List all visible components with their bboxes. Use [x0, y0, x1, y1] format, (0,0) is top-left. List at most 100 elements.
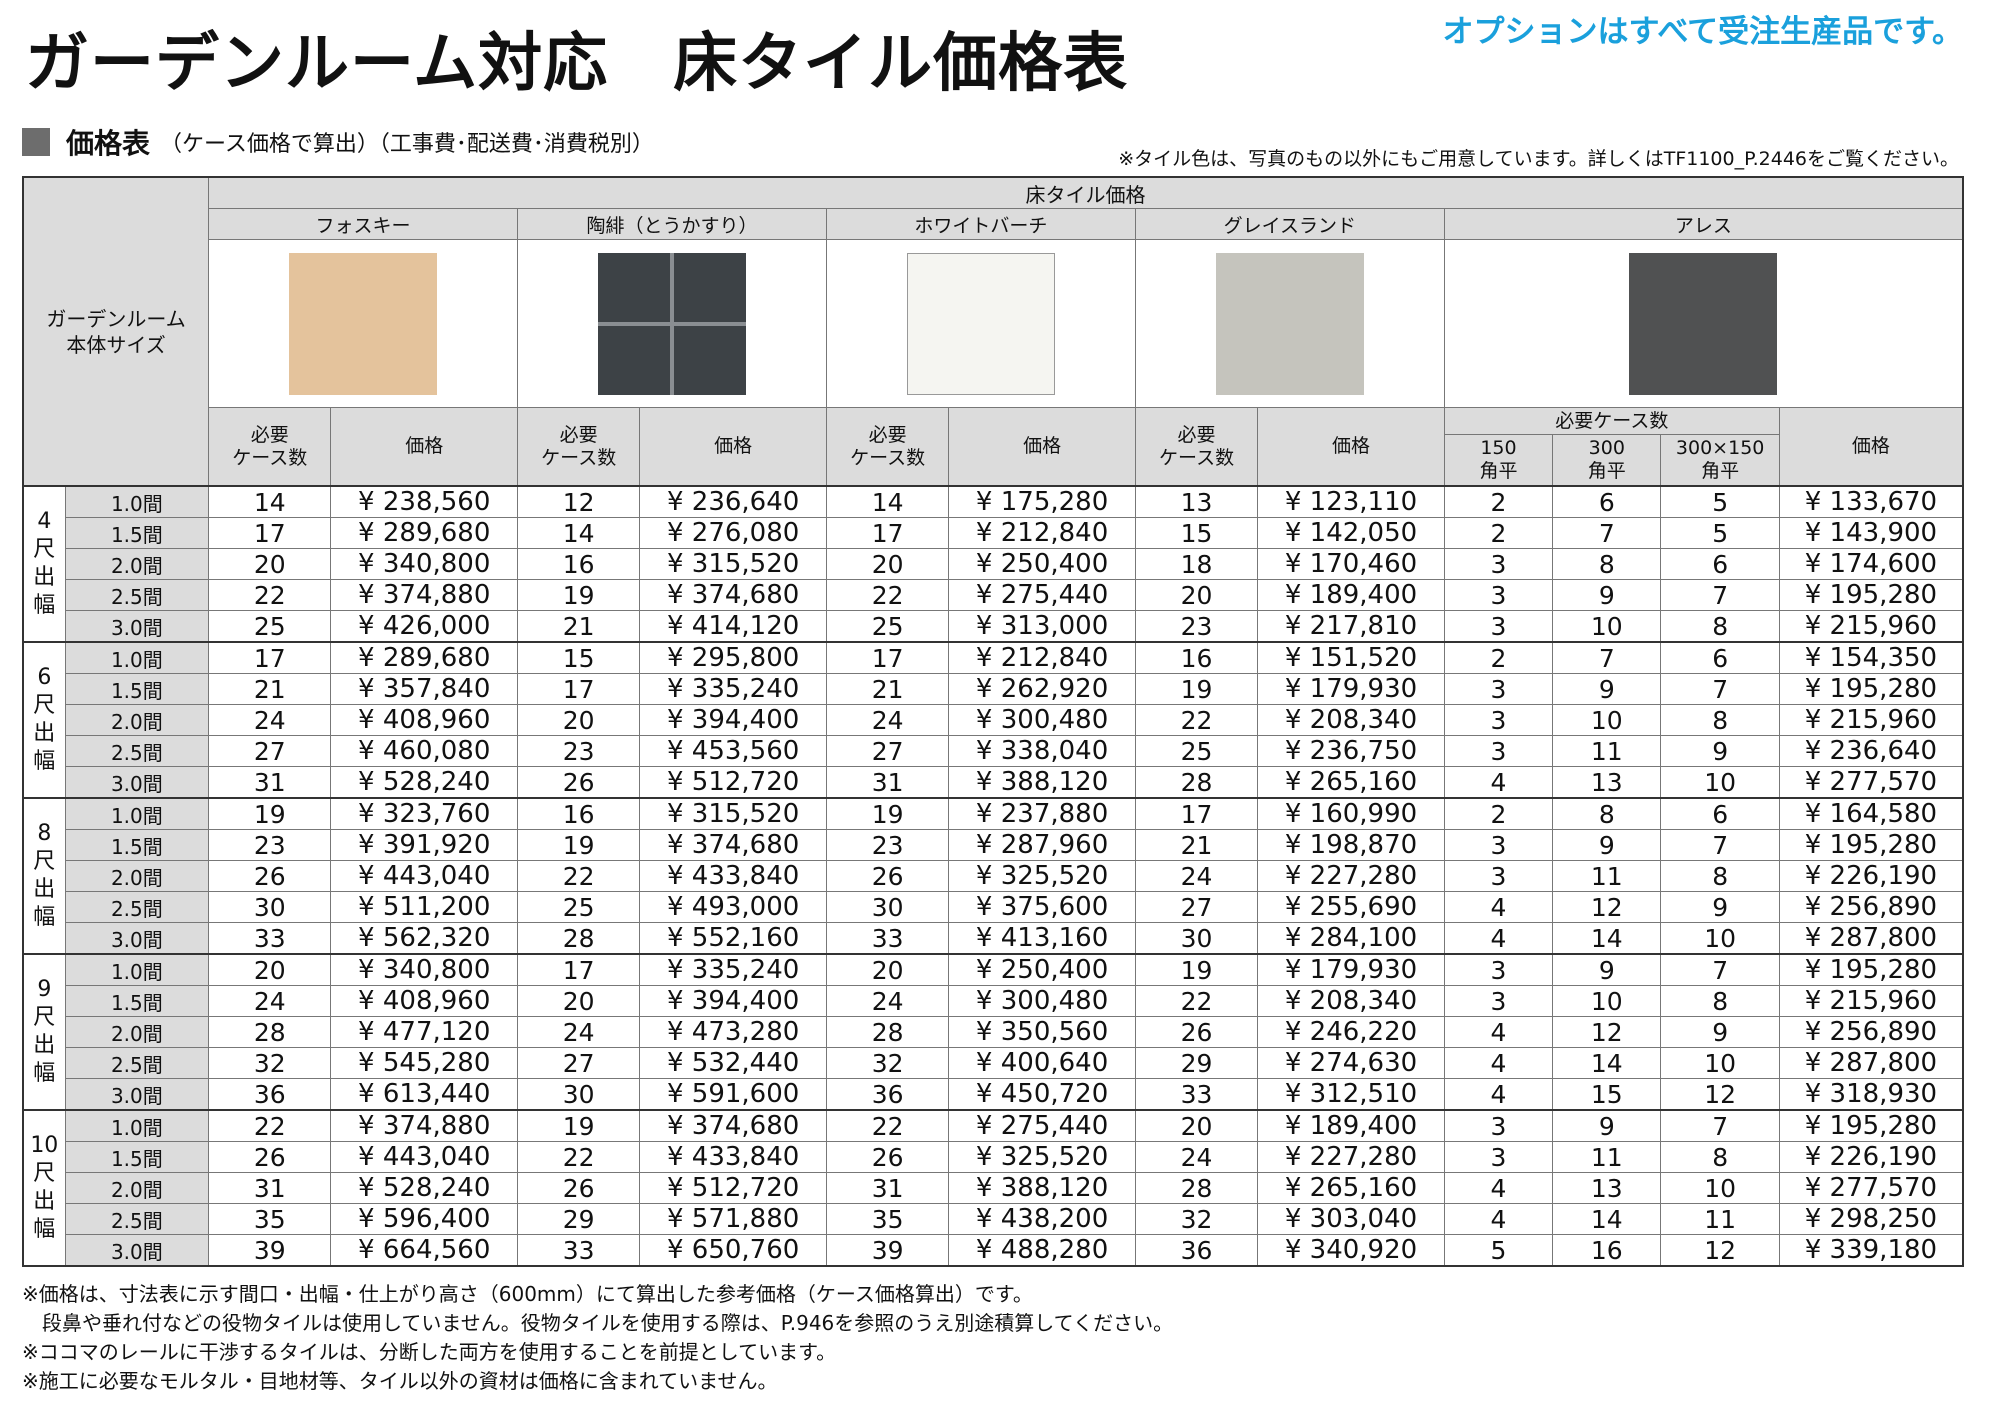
price-cell: ¥ 208,340	[1257, 704, 1445, 736]
price-cell: ¥ 195,280	[1778, 829, 1964, 861]
price-cell: ¥ 350,560	[948, 1016, 1136, 1048]
cases-cell: 8	[1660, 860, 1780, 892]
depth-group-label: 8 尺 出 幅	[22, 797, 66, 955]
cases-cell: 19	[516, 829, 641, 861]
cases-header: 必要 ケース数	[516, 407, 641, 487]
price-header: 価格	[1778, 407, 1964, 487]
table-row: 6 尺 出 幅 1.0間 17 ¥ 289,680 15 ¥ 295,800 17 ¥ 212…	[22, 641, 1964, 799]
cases-cell: 9	[1552, 1109, 1662, 1142]
cases-cell: 10	[1660, 922, 1780, 955]
width-size-cell: 1.5間	[64, 1141, 210, 1173]
width-size-cell: 1.0間	[64, 1109, 210, 1142]
cases-cell: 10	[1660, 1047, 1780, 1079]
cases-cell: 17	[1134, 797, 1259, 830]
cases-cell: 22	[1134, 985, 1259, 1017]
price-cell: ¥ 426,000	[330, 610, 518, 643]
price-cell: ¥ 408,960	[330, 985, 518, 1017]
cases-cell: 6	[1660, 797, 1780, 830]
price-cell: ¥ 433,840	[639, 1141, 827, 1173]
cases-cell: 3	[1443, 610, 1554, 643]
cases-cell: 24	[825, 985, 950, 1017]
price-cell: ¥ 265,160	[1257, 766, 1445, 799]
cases-cell: 35	[825, 1203, 950, 1235]
price-cell: ¥ 195,280	[1778, 953, 1964, 986]
price-cell: ¥ 179,930	[1257, 953, 1445, 986]
cases-cell: 19	[516, 1109, 641, 1142]
cases-cell: 33	[1134, 1078, 1259, 1111]
cases-cell: 5	[1443, 1234, 1554, 1267]
cases-cell: 31	[208, 1172, 332, 1204]
floor-tile-price-header: 床タイル価格	[208, 176, 1964, 209]
price-cell: ¥ 246,220	[1257, 1016, 1445, 1048]
cases-cell: 7	[1660, 1109, 1780, 1142]
price-cell: ¥ 408,960	[330, 704, 518, 736]
price-cell: ¥ 650,760	[639, 1234, 827, 1267]
cases-cell: 21	[516, 610, 641, 643]
cases-cell: 8	[1552, 797, 1662, 830]
price-cell: ¥ 151,520	[1257, 641, 1445, 674]
table-row: 2.5間 35 ¥ 596,400 29 ¥ 571,880 35 ¥ 438,200 32 ¥…	[23, 1203, 1964, 1235]
width-size-cell: 3.0間	[64, 1078, 210, 1111]
cases-cell: 22	[516, 860, 641, 892]
cases-cell: 39	[825, 1234, 950, 1267]
price-cell: ¥ 236,640	[639, 485, 827, 518]
cases-cell: 3	[1443, 704, 1554, 736]
tile-name-white-birch: ホワイトバーチ	[825, 208, 1136, 240]
cases-cell: 17	[208, 517, 332, 549]
price-cell: ¥ 277,570	[1778, 1172, 1964, 1204]
price-cell: ¥ 154,350	[1778, 641, 1964, 674]
cases-cell: 16	[1134, 641, 1259, 674]
price-cell: ¥ 394,400	[639, 985, 827, 1017]
price-cell: ¥ 335,240	[639, 673, 827, 705]
price-cell: ¥ 315,520	[639, 797, 827, 830]
cases-cell: 4	[1443, 1078, 1554, 1111]
width-size-cell: 2.0間	[64, 548, 210, 580]
cases-cell: 26	[516, 766, 641, 799]
cases-cell: 25	[1134, 735, 1259, 767]
price-cell: ¥ 340,920	[1257, 1234, 1445, 1267]
cases-cell: 29	[516, 1203, 641, 1235]
price-cell: ¥ 374,880	[330, 1109, 518, 1142]
table-row: 2.5間 32 ¥ 545,280 27 ¥ 532,440 32 ¥ 400,640 29 ¥…	[23, 1047, 1964, 1079]
section-square-icon	[22, 128, 50, 156]
price-cell: ¥ 275,440	[948, 579, 1136, 611]
cases-cell: 25	[516, 891, 641, 923]
cases-cell: 20	[208, 548, 332, 580]
table-row: 2.0間 31 ¥ 528,240 26 ¥ 512,720 31 ¥ 388,120 28 ¥…	[23, 1172, 1964, 1204]
tile-name-ares: アレス	[1443, 208, 1964, 240]
tile-photo-cell	[208, 239, 518, 408]
tile-swatch-ares	[1629, 252, 1778, 395]
price-cell: ¥ 323,760	[330, 797, 518, 830]
body-size-header: ガーデンルーム 本体サイズ	[22, 176, 210, 487]
cases-cell: 11	[1660, 1203, 1780, 1235]
price-cell: ¥ 215,960	[1778, 610, 1964, 643]
price-cell: ¥ 227,280	[1257, 860, 1445, 892]
price-cell: ¥ 277,570	[1778, 766, 1964, 799]
price-table-body: 4 尺 出 幅 1.0間 14 ¥ 238,560 12 ¥ 236,640 14 ¥ 175…	[22, 485, 1964, 1267]
ares-cases-header: 必要ケース数	[1443, 407, 1780, 435]
cases-cell: 7	[1660, 829, 1780, 861]
cases-header: 必要 ケース数	[825, 407, 950, 487]
price-cell: ¥ 300,480	[948, 704, 1136, 736]
cases-cell: 16	[516, 548, 641, 580]
cases-header: 必要 ケース数	[208, 407, 332, 487]
price-table: ガーデンルーム 本体サイズ 床タイル価格 フォスキー 陶緋（とうかすり） ホワイ…	[22, 176, 1964, 1267]
cases-cell: 33	[825, 922, 950, 955]
width-size-cell: 2.5間	[64, 1047, 210, 1079]
price-cell: ¥ 450,720	[948, 1078, 1136, 1111]
price-cell: ¥ 394,400	[639, 704, 827, 736]
cases-cell: 20	[516, 704, 641, 736]
price-header: 価格	[639, 407, 827, 487]
cases-cell: 12	[1552, 1016, 1662, 1048]
price-cell: ¥ 195,280	[1778, 1109, 1964, 1142]
tile-swatch-white-birch	[906, 252, 1055, 395]
footnote: ※施工に必要なモルタル・目地材等、タイル以外の資材は価格に含まれていません。	[22, 1369, 778, 1393]
cases-cell: 23	[516, 735, 641, 767]
price-cell: ¥ 400,640	[948, 1047, 1136, 1079]
price-cell: ¥ 562,320	[330, 922, 518, 955]
price-cell: ¥ 374,680	[639, 1109, 827, 1142]
table-row: 3.0間 33 ¥ 562,320 28 ¥ 552,160 33 ¥ 413,160 30 ¥…	[23, 922, 1964, 955]
price-cell: ¥ 325,520	[948, 1141, 1136, 1173]
cases-cell: 17	[516, 673, 641, 705]
depth-group-label: 6 尺 出 幅	[22, 641, 66, 799]
